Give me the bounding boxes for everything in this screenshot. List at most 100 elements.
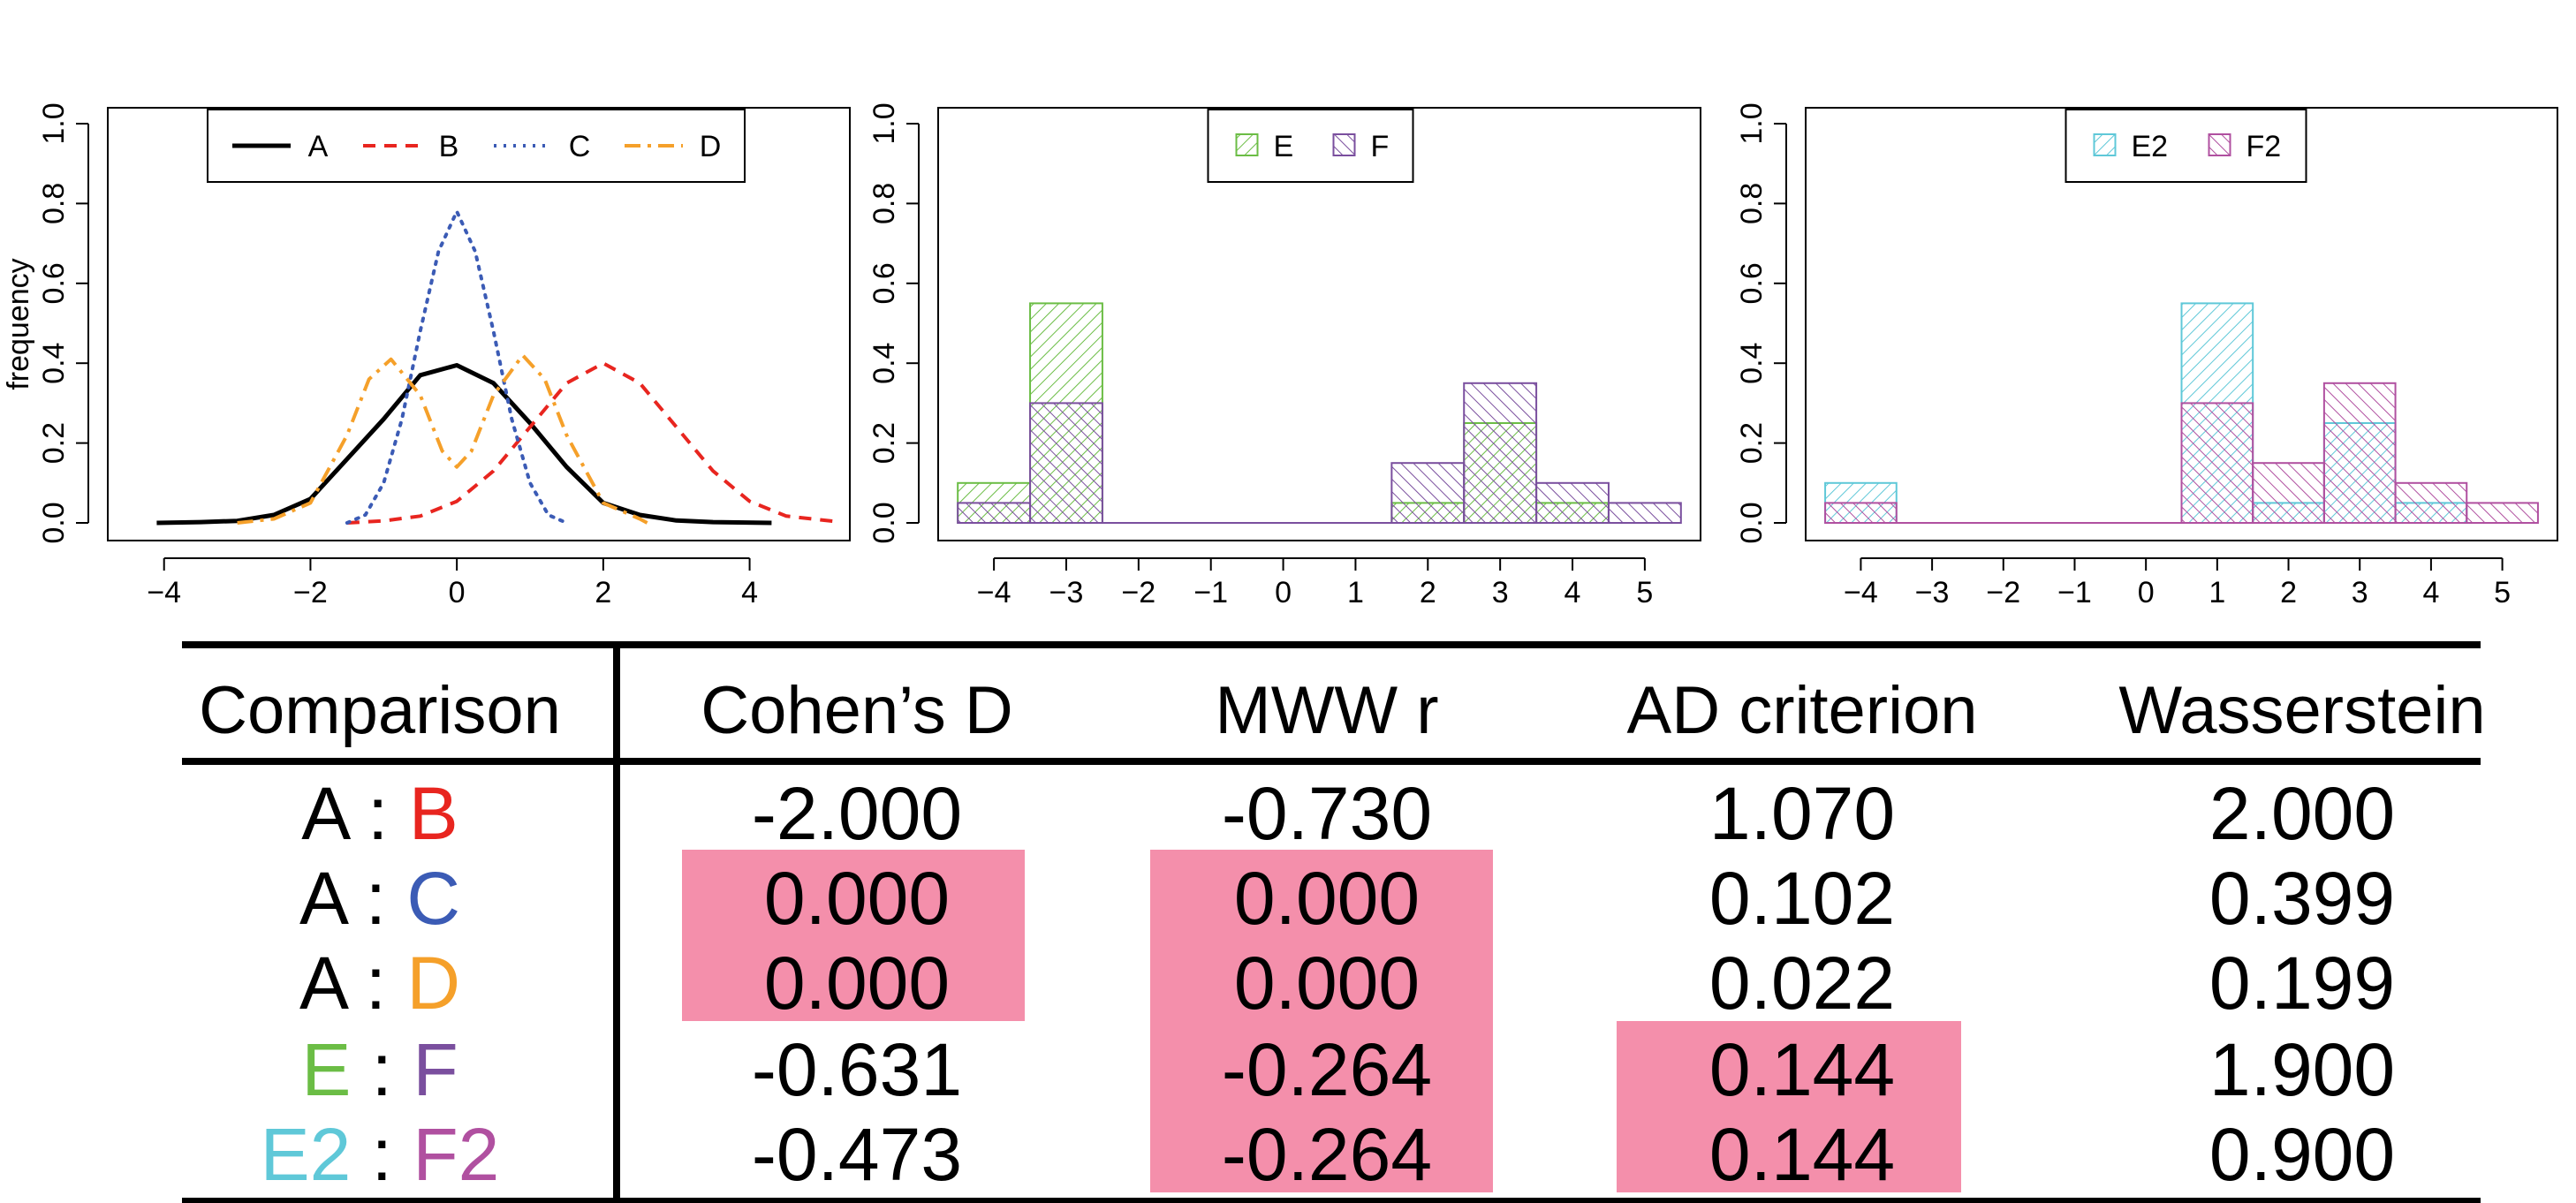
legend-label-a: A	[308, 130, 329, 163]
series-line-a	[156, 363, 772, 526]
cell-highlight	[1617, 1106, 1961, 1192]
comparison-right: F2	[413, 1113, 499, 1196]
bar-f	[1390, 462, 1466, 525]
legend-swatch-e	[1235, 133, 1259, 156]
legend-swatch-f2	[2208, 133, 2231, 156]
x-tick-label: 4	[2422, 576, 2439, 609]
table-value: 0.900	[2209, 1113, 2395, 1196]
y-tick-label: 0.6	[868, 262, 901, 304]
comparison-left: A	[301, 772, 351, 855]
legend-label-c: C	[569, 130, 591, 163]
legend-label-f: F	[1371, 130, 1390, 163]
comparison-separator: :	[351, 1028, 413, 1111]
y-tick-label: 0.8	[868, 183, 901, 224]
table-value: 0.022	[1709, 942, 1895, 1025]
y-tick-label: 0.8	[37, 183, 71, 224]
x-tick-label: 1	[1347, 576, 1364, 609]
metrics-table: Comparison Cohen’s D MWW r AD criterion Wass…	[182, 641, 2486, 1203]
table-value: 0.000	[1234, 942, 1420, 1025]
table-value: 1.900	[2209, 1028, 2395, 1111]
x-tick-label: 1	[2209, 576, 2225, 609]
x-tick-label: −1	[1193, 576, 1228, 609]
table-value: 1.070	[1709, 772, 1895, 855]
y-tick-label: 1.0	[37, 102, 71, 144]
x-tick-label: 3	[1492, 576, 1509, 609]
table-value: -0.730	[1222, 772, 1432, 855]
table-value: 0.000	[764, 857, 950, 940]
series-line-c	[345, 209, 569, 525]
x-tick-label: −4	[977, 576, 1011, 609]
y-tick-label: 0.8	[1735, 183, 1769, 224]
column-header-comparison: Comparison	[199, 673, 561, 748]
x-tick-label: −4	[1844, 576, 1878, 609]
comparison-label: A : B	[301, 772, 458, 855]
x-tick-label: 5	[1636, 576, 1653, 609]
x-tick-label: 0	[2138, 576, 2155, 609]
comparison-label: A : C	[299, 857, 460, 940]
table-value: 0.000	[764, 942, 950, 1025]
table-value: 0.144	[1709, 1113, 1895, 1196]
x-tick-label: −2	[293, 576, 328, 609]
cell-highlight	[1150, 1021, 1493, 1108]
cell-highlight	[682, 934, 1025, 1021]
comparison-separator: :	[351, 1113, 413, 1196]
table-value: 0.000	[1234, 857, 1420, 940]
legend-swatch-e2	[2093, 133, 2117, 156]
y-tick-label: 0.6	[1735, 262, 1769, 304]
y-tick-label: 0.2	[1735, 422, 1769, 464]
bar-f	[957, 502, 1032, 525]
series-line-b	[346, 361, 838, 525]
table-value: -0.264	[1222, 1113, 1432, 1196]
comparison-right: F	[413, 1028, 458, 1111]
x-tick-label: −2	[1121, 576, 1155, 609]
comparison-left: E2	[261, 1113, 352, 1196]
legend-swatch-f	[1332, 133, 1356, 156]
legend-label-e: E	[1274, 130, 1294, 163]
bar-f	[1029, 402, 1103, 524]
comparison-left: A	[299, 942, 349, 1025]
bar-f2	[1824, 502, 1898, 525]
table-value: 0.399	[2209, 857, 2395, 940]
legend-label-f2: F2	[2246, 130, 2282, 163]
bar-f2	[2394, 481, 2468, 524]
x-tick-label: 4	[741, 576, 758, 609]
column-header-mww-r: MWW r	[1215, 673, 1438, 748]
cell-highlight	[1617, 1021, 1961, 1108]
legend-box	[207, 109, 746, 183]
table-value: -0.631	[752, 1028, 962, 1111]
x-tick-label: 0	[449, 576, 466, 609]
y-tick-label: 0.4	[868, 343, 901, 384]
histogram-panel-e2-f2: 0.0 0.2 0.4 0.6 0.8 1.0 −4 −3 −2 −1 0 1 2 3 4 5 E2 F2	[1735, 102, 2558, 609]
cell-highlight	[1150, 934, 1493, 1021]
bar-f	[1463, 382, 1538, 524]
x-tick-label: 2	[595, 576, 611, 609]
table-value: -0.264	[1222, 1028, 1432, 1111]
column-header-wasserstein: Wasserstein	[2118, 673, 2485, 748]
comparison-label: A : D	[299, 942, 460, 1025]
comparison-left: A	[299, 857, 349, 940]
x-tick-label: 2	[1420, 576, 1436, 609]
series-line-d	[237, 353, 648, 525]
y-tick-label: 0.2	[868, 422, 901, 464]
column-header-ad-criterion: AD criterion	[1627, 673, 1978, 748]
x-tick-label: 4	[1565, 576, 1581, 609]
density-panel: 0.0 0.2 0.4 0.6 0.8 1.0 frequency −4 −2 0 2 4 A B C D	[2, 102, 851, 609]
table-value: -2.000	[752, 772, 962, 855]
x-tick-label: 0	[1275, 576, 1292, 609]
y-axis-title: frequency	[2, 258, 35, 390]
y-tick-label: 0.4	[37, 343, 71, 384]
x-tick-label: −2	[1986, 576, 2020, 609]
x-tick-label: 3	[2352, 576, 2368, 609]
y-tick-label: 1.0	[868, 102, 901, 144]
legend-label-b: B	[439, 130, 459, 163]
comparison-separator: :	[345, 942, 406, 1025]
bar-f	[1535, 481, 1610, 524]
y-tick-label: 0.0	[1735, 502, 1769, 543]
comparison-right: C	[406, 857, 460, 940]
column-header-cohen-s-d: Cohen’s D	[701, 673, 1012, 748]
table-value: 0.199	[2209, 942, 2395, 1025]
legend-label-d: D	[700, 130, 722, 163]
y-tick-label: 0.2	[37, 422, 71, 464]
